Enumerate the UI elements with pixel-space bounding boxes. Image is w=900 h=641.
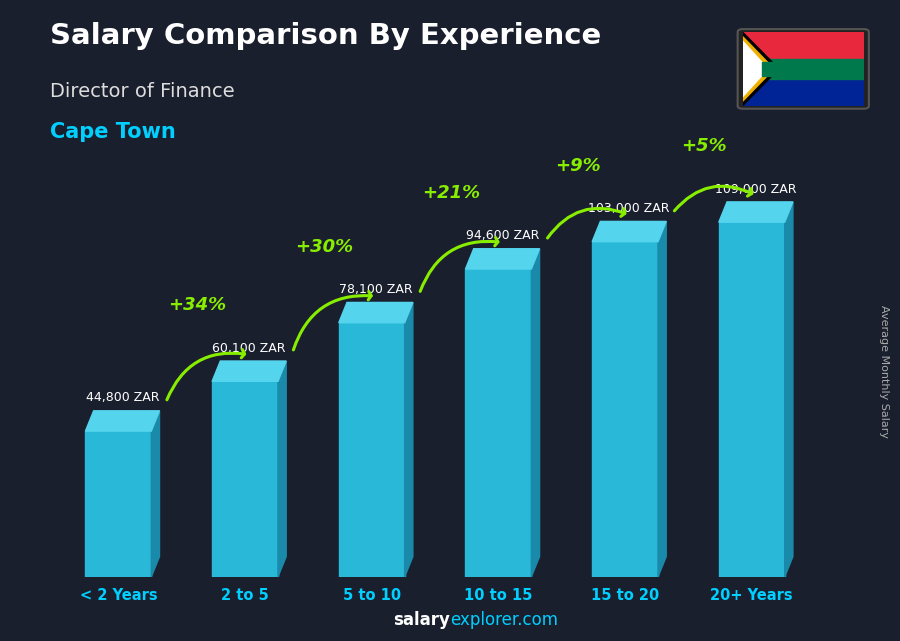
Polygon shape [86, 431, 151, 577]
Polygon shape [742, 69, 864, 106]
Polygon shape [592, 242, 658, 577]
Polygon shape [742, 37, 774, 101]
Text: +30%: +30% [295, 238, 353, 256]
Text: 78,100 ZAR: 78,100 ZAR [339, 283, 412, 296]
Polygon shape [151, 411, 159, 577]
Text: +34%: +34% [168, 297, 227, 315]
Polygon shape [742, 58, 864, 79]
Text: 44,800 ZAR: 44,800 ZAR [86, 392, 159, 404]
Text: 94,600 ZAR: 94,600 ZAR [466, 229, 539, 242]
Polygon shape [278, 361, 286, 577]
Text: explorer.com: explorer.com [450, 612, 558, 629]
Polygon shape [719, 202, 793, 222]
Text: 60,100 ZAR: 60,100 ZAR [212, 342, 286, 354]
Polygon shape [212, 361, 286, 381]
Text: Average Monthly Salary: Average Monthly Salary [878, 305, 889, 438]
Polygon shape [742, 41, 768, 97]
Polygon shape [785, 202, 793, 577]
Polygon shape [719, 222, 785, 577]
FancyBboxPatch shape [738, 29, 868, 109]
Text: Cape Town: Cape Town [50, 122, 176, 142]
Polygon shape [742, 32, 779, 106]
Polygon shape [658, 221, 666, 577]
Text: +9%: +9% [554, 157, 600, 175]
Polygon shape [742, 32, 864, 69]
Text: Salary Comparison By Experience: Salary Comparison By Experience [50, 22, 601, 51]
Text: 103,000 ZAR: 103,000 ZAR [589, 202, 670, 215]
Polygon shape [338, 322, 405, 577]
Polygon shape [405, 303, 413, 577]
Text: 109,000 ZAR: 109,000 ZAR [716, 183, 796, 196]
Text: salary: salary [393, 612, 450, 629]
Polygon shape [212, 381, 278, 577]
Text: Director of Finance: Director of Finance [50, 82, 234, 101]
Polygon shape [465, 269, 531, 577]
Polygon shape [338, 303, 413, 322]
Polygon shape [592, 221, 666, 242]
Polygon shape [531, 249, 540, 577]
Polygon shape [762, 62, 864, 76]
Text: +21%: +21% [422, 184, 480, 202]
Text: +5%: +5% [681, 137, 727, 155]
Polygon shape [86, 411, 159, 431]
Polygon shape [465, 249, 540, 269]
